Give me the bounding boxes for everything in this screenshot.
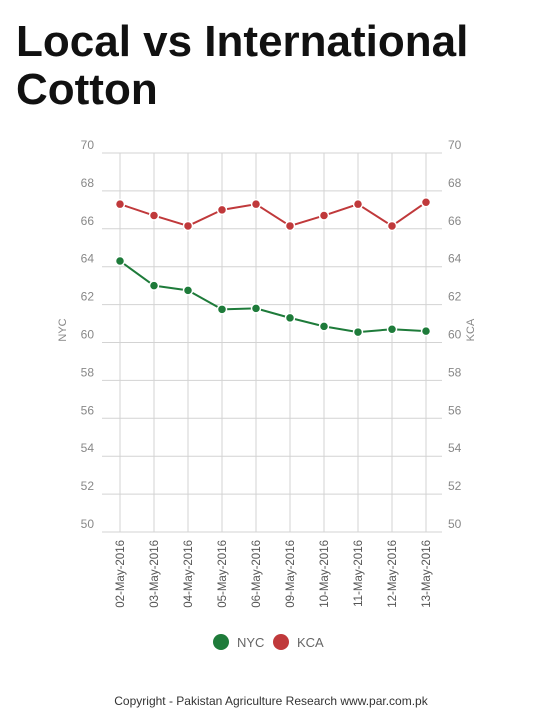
y-left-tick-label: 50	[81, 517, 95, 531]
data-point-kca	[182, 220, 194, 232]
x-tick-label: 10-May-2016	[319, 540, 331, 608]
y-right-tick-label: 54	[448, 441, 462, 455]
chart-title-line-2: Cotton	[16, 65, 158, 114]
x-tick-label: 04-May-2016	[183, 540, 195, 608]
data-point-kca	[216, 204, 228, 216]
y-left-tick-label: 56	[81, 403, 95, 417]
y-right-tick-label: 58	[448, 365, 462, 379]
y-right-tick-label: 68	[448, 176, 462, 190]
data-point-kca	[318, 210, 330, 221]
y-left-axis-title: NYC	[57, 318, 69, 341]
legend-marker-nyc	[213, 634, 229, 650]
y-left-tick-label: 62	[81, 290, 95, 304]
x-tick-label: 06-May-2016	[251, 540, 263, 608]
y-right-tick-label: 56	[448, 403, 462, 417]
data-point-kca	[148, 210, 160, 221]
x-tick-label: 11-May-2016	[353, 540, 365, 607]
x-tick-label: 05-May-2016	[217, 540, 229, 608]
y-left-tick-label: 64	[81, 252, 95, 266]
data-point-nyc	[284, 312, 296, 324]
y-right-axis-title: KCA	[465, 318, 477, 341]
series-line-kca	[119, 201, 427, 227]
legend-marker-kca	[273, 634, 289, 650]
y-right-tick-label: 50	[448, 517, 462, 531]
y-right-tick-label: 62	[448, 290, 462, 304]
y-left-tick-label: 58	[81, 365, 95, 379]
x-tick-label: 03-May-2016	[149, 540, 161, 608]
y-left-tick-label: 68	[81, 176, 95, 190]
legend-label-kca: KCA	[297, 635, 324, 650]
y-left-tick-label: 66	[81, 214, 95, 228]
data-point-nyc	[216, 304, 228, 315]
y-left-tick-label: 52	[81, 479, 95, 493]
data-point-nyc	[318, 321, 330, 332]
data-point-kca	[114, 198, 126, 210]
y-left-tick-label: 70	[81, 138, 95, 152]
x-tick-label: 02-May-2016	[115, 540, 127, 608]
y-right-tick-label: 64	[448, 252, 462, 266]
data-point-kca	[250, 198, 262, 210]
x-tick-label: 09-May-2016	[285, 540, 297, 608]
legend-label-nyc: NYC	[237, 635, 264, 650]
data-point-kca	[386, 220, 398, 232]
y-left-tick-label: 54	[81, 441, 95, 455]
data-point-nyc	[250, 303, 262, 314]
data-point-nyc	[148, 280, 160, 291]
y-right-tick-label: 52	[448, 479, 462, 493]
data-point-nyc	[352, 326, 364, 338]
y-left-tick-label: 60	[81, 328, 95, 342]
data-point-nyc	[420, 325, 432, 337]
series-line-nyc	[119, 260, 427, 334]
data-point-kca	[352, 198, 364, 210]
y-right-tick-label: 60	[448, 328, 462, 342]
chart-title: Local vs International Cotton	[16, 18, 526, 114]
y-right-tick-label: 70	[448, 138, 462, 152]
data-point-kca	[284, 220, 296, 232]
data-point-nyc	[182, 285, 194, 296]
x-tick-label: 13-May-2016	[421, 540, 433, 608]
copyright-footer: Copyright - Pakistan Agriculture Researc…	[114, 694, 428, 708]
chart-title-line-1: Local vs International	[16, 17, 469, 66]
data-point-kca	[420, 197, 432, 208]
data-point-nyc	[386, 323, 398, 335]
y-right-tick-label: 66	[448, 214, 462, 228]
x-tick-label: 12-May-2016	[387, 540, 399, 608]
data-point-nyc	[114, 255, 126, 267]
